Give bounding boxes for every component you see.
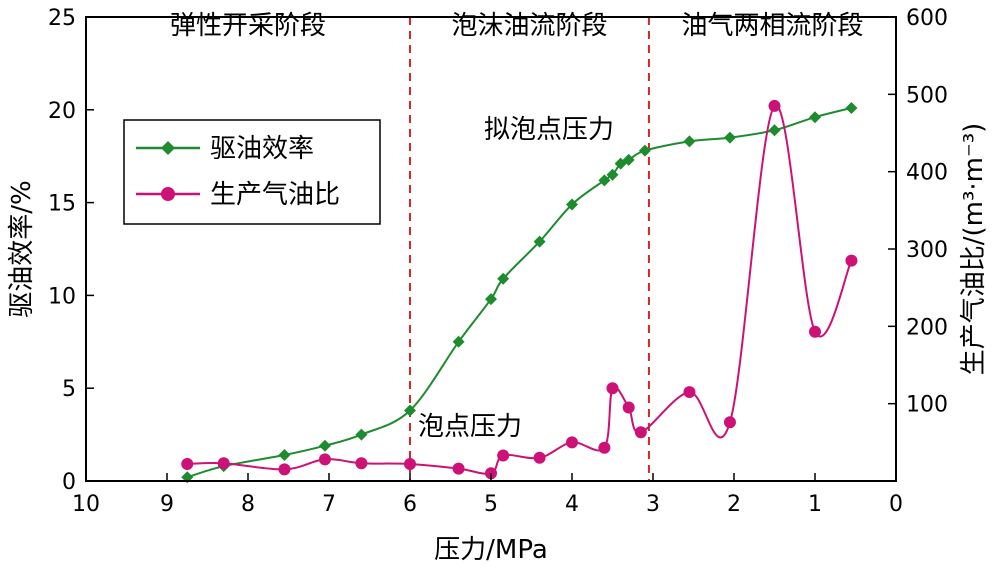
legend: 驱油效率 生产气油比 [123,119,381,225]
y-left-tick-label: 0 [62,470,76,495]
data-point-diamond [638,144,651,157]
data-point-diamond [533,235,546,248]
data-point-diamond [723,131,736,144]
x-tick-label: 1 [808,492,822,517]
data-point-circle [181,457,194,470]
x-axis-label: 压力/MPa [434,535,548,565]
data-point-circle [217,457,230,470]
legend-label-efficiency: 驱油效率 [210,134,314,164]
data-point-diamond [566,198,578,211]
y-left-tick-label: 20 [48,99,76,124]
data-point-diamond [355,428,368,441]
region-label-two-phase: 油气两相流阶段 [681,11,863,41]
data-point-diamond [452,335,465,348]
x-tick-label: 8 [241,492,255,517]
data-point-circle [723,416,736,429]
annotation-bubble-point: 泡点压力 [418,412,522,442]
data-point-diamond [606,168,619,181]
x-tick-label: 0 [889,492,903,517]
data-point-circle [768,99,781,112]
x-tick-label: 10 [72,492,100,517]
legend-marker-circle [161,187,175,201]
data-point-circle [452,462,465,475]
data-point-diamond [278,449,291,462]
y-left-tick-label: 5 [62,377,76,402]
x-tick-label: 4 [565,492,579,517]
y-axis-right-label: 生产气油比/(m³·m⁻³) [959,123,989,376]
y-right-tick-label: 400 [906,161,948,186]
x-tick-label: 7 [322,492,336,517]
data-point-diamond [485,293,497,306]
data-point-circle [606,382,619,395]
region-label-foamy-oil: 泡沫油流阶段 [451,11,607,41]
y-right-tick-label: 200 [906,315,948,340]
data-point-diamond [768,124,781,137]
data-point-circle [634,426,647,439]
data-point-circle [355,457,368,470]
y-left-tick-label: 25 [48,6,76,31]
y-right-tick-label: 300 [906,238,948,263]
data-point-diamond [497,272,510,285]
data-point-diamond [598,174,611,187]
x-tick-label: 5 [484,492,498,517]
data-point-circle [683,386,696,399]
data-point-circle [809,325,821,338]
x-tick-label: 9 [160,492,174,517]
data-point-circle [622,401,635,414]
data-point-circle [497,449,510,462]
x-tick-label: 2 [727,492,741,517]
data-point-circle [318,453,331,466]
data-point-circle [566,436,578,449]
data-point-circle [404,457,416,470]
legend-marker-diamond [161,141,175,155]
data-point-circle [598,441,611,454]
region-label-elastic: 弹性开采阶段 [170,11,326,41]
legend-box [123,119,381,225]
data-point-circle [278,463,291,476]
legend-label-gor: 生产气油比 [210,180,340,210]
y-right-tick-label: 500 [906,83,948,108]
data-point-diamond [809,111,821,124]
x-tick-label: 6 [403,492,417,517]
y-axis-left-label: 驱油效率/% [7,180,37,317]
region-layer [409,17,650,481]
series-layer [181,99,858,484]
data-point-diamond [318,439,331,452]
data-point-circle [533,451,546,464]
y-right-tick-label: 100 [906,393,948,418]
data-point-diamond [404,404,416,417]
y-left-tick-label: 10 [48,284,76,309]
text-layer: 压力/MPa 驱油效率/% 生产气油比/(m³·m⁻³) 弹性开采阶段 泡沫油流… [7,11,989,565]
x-tick-label: 3 [646,492,660,517]
annotation-pseudo-bubble-point: 拟泡点压力 [484,115,614,145]
y-left-tick-label: 15 [48,192,76,217]
data-point-circle [845,254,858,267]
data-point-diamond [622,153,635,166]
data-point-diamond [845,101,858,114]
y-right-tick-label: 600 [906,6,948,31]
data-point-diamond [683,135,696,148]
